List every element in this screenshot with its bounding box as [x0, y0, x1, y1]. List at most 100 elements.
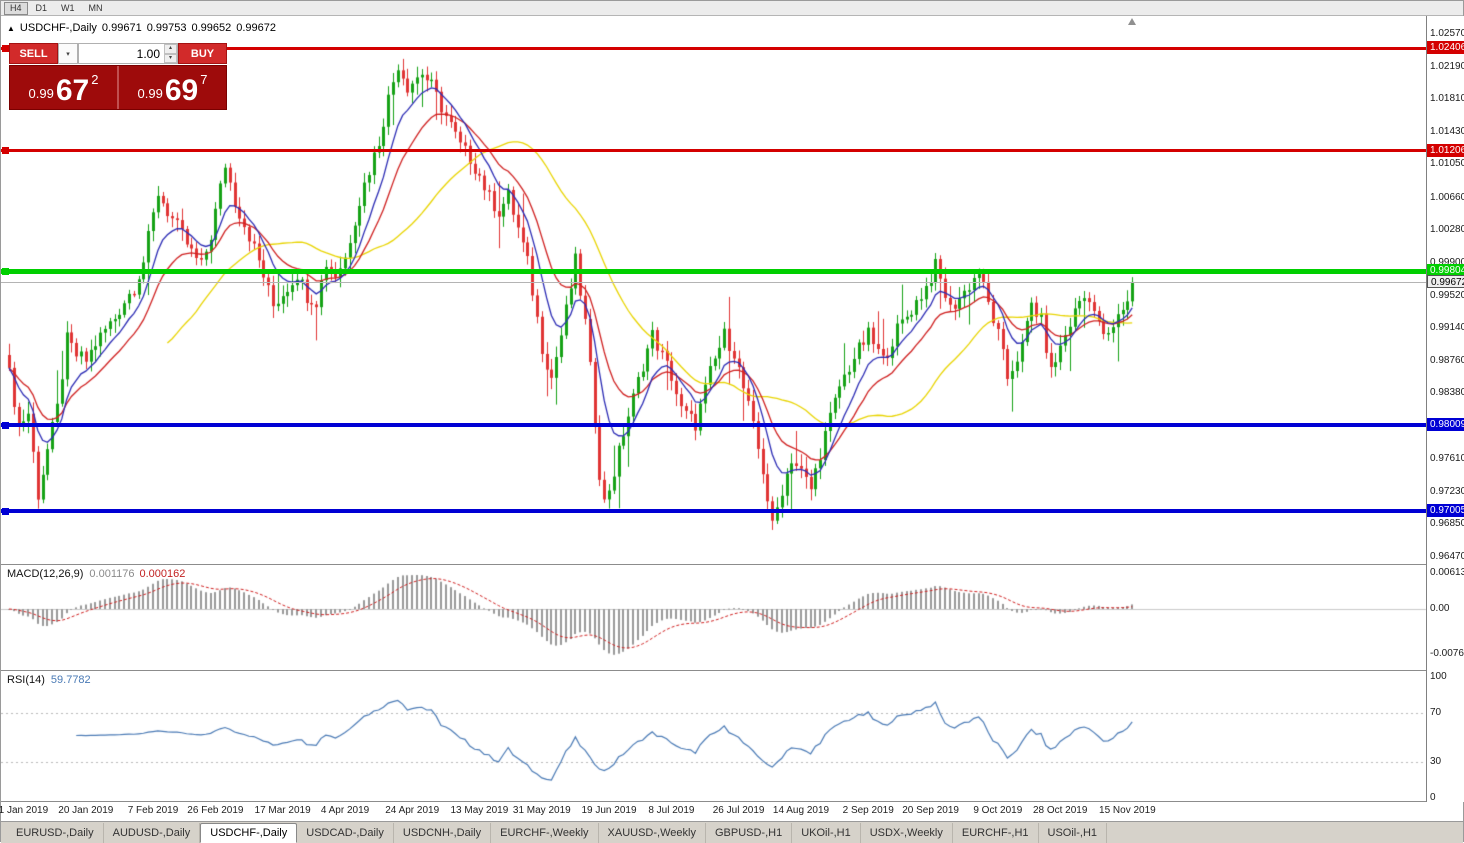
hline-1.01206[interactable]: [1, 149, 1426, 153]
chart-tab-usdcnh-daily[interactable]: USDCNH-,Daily: [394, 823, 492, 843]
chart-tab-usdx-weekly[interactable]: USDX-,Weekly: [861, 823, 953, 843]
price-tick-label: 0.99140: [1430, 322, 1464, 334]
sell-price-display[interactable]: 0.99 67 2: [10, 66, 117, 109]
quote-low: 0.99652: [191, 22, 232, 34]
trade-prices-row: 0.99 67 2 0.99 69 7: [9, 65, 227, 110]
date-label: 20 Jan 2019: [58, 805, 114, 816]
date-axis-separator: [1, 801, 1463, 802]
macd-scale-label: 0.00: [1430, 603, 1450, 614]
hline-handle[interactable]: [2, 147, 9, 155]
chart-shift-marker-icon: [1128, 18, 1136, 25]
date-label: 7 Feb 2019: [127, 805, 179, 816]
timeframe-button-h4[interactable]: H4: [4, 1, 28, 15]
price-tick-label: 0.97610: [1430, 453, 1464, 465]
hline-0.98009[interactable]: [1, 423, 1426, 428]
volume-spinner: ▴ ▾: [164, 44, 177, 63]
chart-tab-audusd-daily[interactable]: AUDUSD-,Daily: [104, 823, 201, 843]
chart-tab-eurchf-weekly[interactable]: EURCHF-,Weekly: [491, 823, 599, 843]
price-divider: [117, 66, 119, 109]
symbol-name: USDCHF-,Daily: [19, 22, 97, 34]
chart-tab-usdchf-daily[interactable]: USDCHF-,Daily: [200, 823, 298, 843]
buy-price-pip: 7: [200, 72, 208, 87]
date-label: 8 Jul 2019: [648, 805, 695, 816]
date-label: 2 Sep 2019: [842, 805, 894, 816]
date-label: 15 Nov 2019: [1099, 805, 1156, 816]
price-axis-badge: 0.99804: [1427, 264, 1464, 278]
price-axis-badge: 0.97005: [1427, 504, 1464, 518]
chevron-down-icon: ▾: [66, 50, 70, 58]
chart-tab-gbpusd-h1[interactable]: GBPUSD-,H1: [706, 823, 793, 843]
date-axis[interactable]: 1 Jan 2019 20 Jan 2019 7 Feb 2019 26 Feb 20…: [0, 802, 1426, 821]
date-label: 17 Mar 2019: [254, 805, 311, 816]
chart-tabs-bar: EURUSD-,Daily AUDUSD-,Daily USDCHF-,Daily U…: [1, 821, 1463, 843]
macd-scale-label: -0.007612: [1430, 647, 1464, 659]
sell-price-prefix: 0.99: [28, 86, 54, 101]
chart-tab-xauusd-weekly[interactable]: XAUUSD-,Weekly: [599, 823, 706, 843]
chart-tab-eurchf-h1[interactable]: EURCHF-,H1: [953, 823, 1039, 843]
volume-dropdown-button[interactable]: ▾: [58, 43, 78, 64]
timeframe-button-w1[interactable]: W1: [55, 2, 81, 15]
quote-open: 0.99671: [101, 22, 142, 34]
panel-separator[interactable]: [1, 564, 1463, 565]
date-label: 19 Jun 2019: [581, 805, 637, 816]
hline-0.99804[interactable]: [1, 268, 1426, 274]
rsi-scale-label: 30: [1430, 755, 1442, 767]
buy-price-display[interactable]: 0.99 69 7: [119, 66, 226, 109]
price-tick-label: 1.01430: [1430, 125, 1464, 137]
rsi-scale-label: 70: [1430, 707, 1442, 719]
hline-handle[interactable]: [2, 267, 9, 275]
volume-decrease-button[interactable]: ▾: [164, 53, 177, 63]
price-axis-badge: 0.98009: [1427, 418, 1464, 432]
price-tick-label: 1.00660: [1430, 191, 1464, 203]
date-label: 1 Jan 2019: [0, 805, 49, 816]
current-price-line: [1, 281, 1426, 283]
price-tick-label: 0.96470: [1430, 551, 1464, 562]
timeframe-button-d1[interactable]: D1: [30, 2, 54, 15]
date-label: 26 Jul 2019: [712, 805, 765, 816]
date-label: 28 Oct 2019: [1032, 805, 1088, 816]
date-label: 31 May 2019: [512, 805, 571, 816]
timeframe-toolbar: H4 D1 W1 MN: [1, 1, 1463, 16]
chart-title: ▲ USDCHF-,Daily 0.99671 0.99753 0.99652 0.996…: [7, 22, 281, 34]
symbol-triangle-icon: ▲: [7, 24, 15, 33]
current-price-badge: 0.99672: [1427, 275, 1464, 289]
hline-handle[interactable]: [2, 421, 9, 429]
chart-tab-usoil-h1[interactable]: USOil-,H1: [1039, 823, 1108, 843]
price-tick-label: 0.99520: [1430, 289, 1464, 301]
rsi-label: RSI(14) 59.7782: [7, 674, 91, 686]
buy-price-prefix: 0.99: [137, 86, 163, 101]
hline-handle[interactable]: [2, 507, 9, 515]
sell-button[interactable]: SELL: [9, 43, 58, 64]
hline-0.97005[interactable]: [1, 509, 1426, 514]
hline-handle[interactable]: [2, 44, 9, 52]
hline-1.02406[interactable]: [1, 46, 1426, 50]
price-axis-badge: 1.01206: [1427, 143, 1464, 157]
chart-tab-eurusd-daily[interactable]: EURUSD-,Daily: [7, 823, 104, 843]
price-axis-badge: 1.02406: [1427, 41, 1464, 55]
quote-close: 0.99672: [236, 22, 276, 34]
price-tick-label: 1.00280: [1430, 224, 1464, 236]
chart-tab-ukoil-h1[interactable]: UKOil-,H1: [792, 823, 861, 843]
price-axis[interactable]: 1.02406 1.01206 0.99804 0.98009 0.97005 0.996…: [1426, 16, 1464, 803]
quote-high: 0.99753: [146, 22, 187, 34]
sell-price-main: 67: [55, 74, 90, 107]
price-tick-label: 1.02190: [1430, 60, 1464, 72]
macd-title: MACD(12,26,9): [7, 568, 84, 580]
macd-label: MACD(12,26,9) 0.001176 0.000162: [7, 568, 185, 580]
date-label: 4 Apr 2019: [320, 805, 370, 816]
buy-button[interactable]: BUY: [178, 43, 227, 64]
price-tick-label: 1.01050: [1430, 158, 1464, 170]
panel-separator[interactable]: [1, 670, 1463, 671]
price-tick-label: 0.97230: [1430, 485, 1464, 497]
price-tick-label: 0.98760: [1430, 354, 1464, 366]
volume-increase-button[interactable]: ▴: [164, 44, 177, 54]
rsi-scale-label: 100: [1430, 671, 1447, 682]
volume-input[interactable]: [79, 44, 177, 63]
rsi-value: 59.7782: [50, 674, 91, 686]
date-label: 13 May 2019: [450, 805, 509, 816]
date-label: 26 Feb 2019: [187, 805, 244, 816]
chart-tab-usdcad-daily[interactable]: USDCAD-,Daily: [297, 823, 394, 843]
timeframe-button-mn[interactable]: MN: [83, 2, 109, 15]
